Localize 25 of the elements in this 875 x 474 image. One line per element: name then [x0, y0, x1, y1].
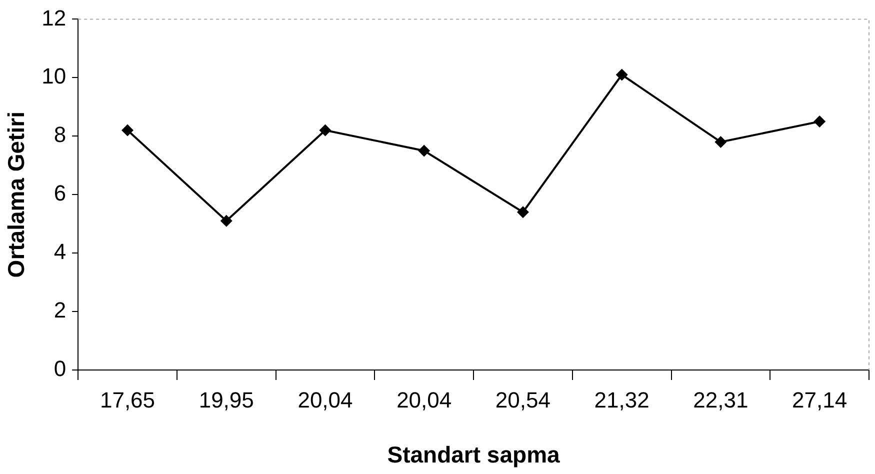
y-tick-label: 4 [54, 239, 66, 264]
y-tick-label: 0 [54, 356, 66, 382]
point [814, 116, 826, 128]
point [714, 136, 727, 148]
x-tick-label: 20,54 [495, 387, 550, 412]
y-axis-title: Ortalama Getiri [3, 112, 30, 278]
x-tick-label: 17,65 [100, 387, 156, 412]
point [319, 124, 332, 136]
point [418, 144, 430, 157]
x-tick-label: 19,95 [198, 387, 254, 412]
x-tick-label: 20,04 [396, 387, 452, 412]
y-tick-label: 6 [54, 180, 66, 206]
y-tick-label: 8 [54, 122, 66, 148]
y-tick-label: 10 [42, 64, 66, 89]
point [122, 124, 134, 136]
x-tick-label: 20,04 [298, 387, 353, 412]
x-axis-title: Standart sapma [387, 442, 560, 468]
x-tick-label: 22,31 [693, 387, 748, 412]
x-tick-label: 21,32 [594, 387, 650, 412]
x-tick-label: 27,14 [792, 387, 848, 412]
y-tick-label: 12 [42, 5, 66, 30]
y-tick-label: 2 [54, 298, 66, 323]
point [220, 214, 232, 227]
point [516, 206, 529, 218]
point [616, 68, 628, 81]
